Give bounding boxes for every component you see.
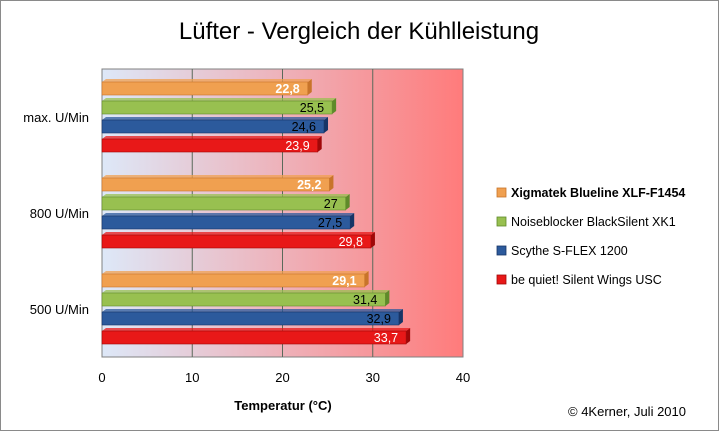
bar-value-label: 22,8 bbox=[275, 82, 299, 96]
bar bbox=[101, 234, 372, 249]
x-tick-label: 20 bbox=[275, 370, 289, 385]
bar-top bbox=[102, 136, 322, 139]
legend-swatch bbox=[496, 187, 507, 198]
category-label: 800 U/Min bbox=[30, 206, 89, 221]
legend-swatch bbox=[496, 274, 507, 285]
bar-top bbox=[102, 98, 337, 101]
y-axis-categories: max. U/Min 800 U/Min 500 U/Min bbox=[23, 110, 89, 317]
legend-entry: Xigmatek Blueline XLF-F1454 bbox=[511, 186, 685, 200]
bar-side bbox=[329, 175, 334, 191]
bar-top bbox=[102, 213, 355, 216]
bar bbox=[101, 177, 330, 192]
chart-title: Lüfter - Vergleich der Kühlleistung bbox=[179, 18, 539, 45]
bars: 22,825,5 24,6 23,9 25,227 27,5 29,8 29,1 31,4 32… bbox=[101, 79, 411, 345]
x-tick-label: 30 bbox=[366, 370, 380, 385]
bar-value-label: 33,7 bbox=[374, 331, 398, 345]
legend-entry: Noiseblocker BlackSilent XK1 bbox=[511, 215, 676, 229]
bar-value-label: 29,1 bbox=[332, 274, 356, 288]
bar-side bbox=[406, 328, 411, 344]
legend-entry: Scythe S-FLEX 1200 bbox=[511, 244, 628, 258]
bar bbox=[101, 273, 365, 288]
bar-side bbox=[370, 232, 375, 248]
bar-side bbox=[385, 290, 390, 306]
bar-side bbox=[364, 271, 369, 287]
bar-side bbox=[345, 194, 350, 210]
legend-swatch bbox=[496, 245, 507, 256]
x-axis-title: Temperatur (°C) bbox=[234, 398, 331, 413]
bar-top bbox=[102, 290, 390, 293]
bar bbox=[101, 215, 351, 230]
x-tick-label: 0 bbox=[98, 370, 105, 385]
bar-value-label: 24,6 bbox=[292, 120, 316, 134]
bar-side bbox=[350, 213, 355, 229]
bar-top bbox=[102, 271, 369, 274]
bar-top bbox=[102, 117, 329, 120]
bar-value-label: 27 bbox=[324, 197, 338, 211]
bar-top bbox=[102, 232, 375, 235]
legend-swatch bbox=[496, 216, 507, 227]
legend-entry: be quiet! Silent Wings USC bbox=[511, 273, 662, 287]
bar-top bbox=[102, 309, 403, 312]
legend: Xigmatek Blueline XLF-F1454 Noiseblocker … bbox=[496, 186, 685, 287]
bar bbox=[101, 81, 309, 96]
bar-side bbox=[332, 98, 337, 114]
bar bbox=[101, 330, 407, 345]
bar-side bbox=[398, 309, 403, 325]
bar-value-label: 23,9 bbox=[285, 139, 309, 153]
bar-value-label: 32,9 bbox=[367, 312, 391, 326]
bar-value-label: 25,2 bbox=[297, 178, 321, 192]
bar-value-label: 31,4 bbox=[353, 293, 377, 307]
bar-side bbox=[324, 117, 329, 133]
bar-side bbox=[307, 79, 312, 95]
x-axis-ticks: 0 10 20 30 40 bbox=[98, 370, 470, 385]
bar bbox=[101, 100, 333, 115]
bar-top bbox=[102, 175, 334, 178]
bar bbox=[101, 311, 400, 326]
bar-top bbox=[102, 194, 350, 197]
category-label: 500 U/Min bbox=[30, 302, 89, 317]
category-label: max. U/Min bbox=[23, 110, 89, 125]
bar-value-label: 29,8 bbox=[339, 235, 363, 249]
bar-top bbox=[102, 328, 411, 331]
bar-value-label: 25,5 bbox=[300, 101, 324, 115]
bar bbox=[101, 138, 318, 153]
bar-value-label: 27,5 bbox=[318, 216, 342, 230]
bar bbox=[101, 119, 325, 134]
x-tick-label: 10 bbox=[185, 370, 199, 385]
bar bbox=[101, 292, 386, 307]
x-tick-label: 40 bbox=[456, 370, 470, 385]
bar-side bbox=[317, 136, 322, 152]
bar bbox=[101, 196, 346, 211]
credit-text: © 4Kerner, Juli 2010 bbox=[568, 404, 686, 419]
bar-top bbox=[102, 79, 312, 82]
